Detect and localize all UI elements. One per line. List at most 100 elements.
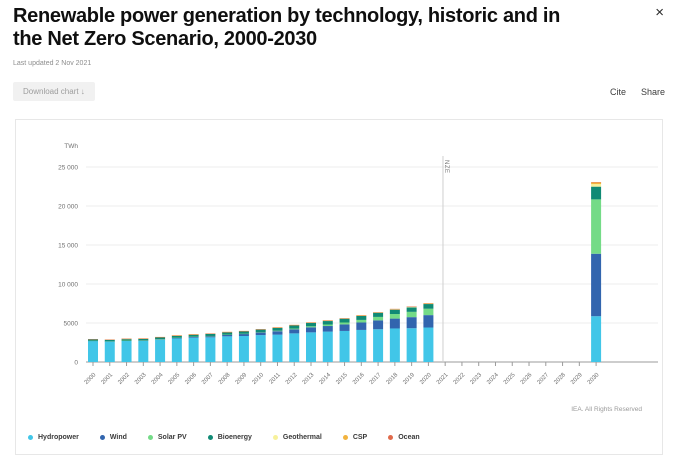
legend-color-dot	[272, 435, 278, 440]
bar-segment	[591, 186, 602, 200]
bar-segment	[104, 341, 115, 362]
stacked-bar-chart: TWh 25 000 20 000 15 000 10 000 5000 0 2000 2001…	[58, 143, 658, 386]
bar-segment	[591, 184, 602, 187]
legend-label: Ocean	[398, 434, 420, 441]
legend-label: Wind	[109, 434, 127, 441]
bar-segment	[272, 331, 283, 335]
bar-segment	[423, 303, 434, 305]
bar-segment	[406, 311, 417, 318]
x-axis-tick-label: 2014	[319, 372, 333, 386]
x-axis-tick-label: 2016	[352, 372, 366, 386]
x-axis-tick-label: 2021	[436, 372, 450, 386]
y-axis-tick-label: 25 000	[58, 165, 78, 172]
cite-link[interactable]: Cite	[609, 87, 626, 97]
bar-segment	[205, 336, 216, 338]
bar-segment	[423, 304, 434, 309]
bar-segment	[306, 323, 317, 327]
bar-segment	[406, 306, 417, 308]
legend-color-dot	[99, 435, 105, 440]
download-chart-button[interactable]: Download chart ↓	[13, 82, 95, 101]
bar-segment	[306, 327, 317, 333]
bar-segment	[339, 322, 350, 325]
bar-segment	[373, 320, 384, 330]
legend-label: Hydropower	[38, 434, 79, 441]
bar-segment	[289, 328, 300, 330]
legend-item-ocean[interactable]: Ocean	[388, 434, 420, 441]
legend-color-dot	[28, 435, 33, 440]
y-axis-tick-label: 20 000	[58, 204, 78, 211]
bar-segment	[171, 338, 182, 362]
bar-segment	[88, 339, 98, 341]
y-axis-tick-label: 15 000	[58, 243, 78, 250]
legend-color-dot	[342, 435, 348, 440]
x-axis-tick-label: 2001	[100, 372, 114, 386]
x-axis-tick-label: 2005	[168, 372, 182, 386]
bar-segment	[205, 337, 216, 362]
y-axis-unit-label: TWh	[64, 143, 78, 150]
bar-segment	[406, 328, 417, 362]
bar-segment	[373, 312, 384, 317]
bar-segment	[373, 329, 384, 362]
bar-segment	[171, 337, 182, 339]
x-axis-tick-label: 2000	[84, 372, 98, 386]
x-axis-tick-label: 2022	[453, 372, 467, 386]
bar-segment	[104, 339, 115, 342]
bar-segment	[423, 308, 434, 316]
x-axis-tick-label: 2006	[184, 372, 198, 386]
bar-segment	[389, 309, 400, 310]
bar-segment	[138, 338, 149, 341]
bar-segment	[171, 335, 182, 338]
x-axis-tick-label: 2007	[201, 372, 215, 386]
bar-segment	[591, 316, 602, 362]
bar-segment	[255, 329, 266, 333]
x-axis-tick-label: 2027	[537, 372, 551, 386]
bar-segment	[272, 334, 283, 362]
close-icon[interactable]: ×	[655, 4, 664, 21]
x-axis-tick-label: 2023	[469, 372, 483, 386]
y-axis-tick-label: 5000	[64, 321, 79, 328]
bar-segment	[238, 331, 249, 334]
x-axis-tick-label: 2004	[151, 372, 165, 386]
chart-card: TWh 25 000 20 000 15 000 10 000 5000 0 2000 2001…	[15, 119, 663, 455]
last-updated-text: Last updated 2 Nov 2021	[13, 60, 92, 67]
scenario-divider-label: NZE	[443, 160, 449, 174]
legend-label: CSP	[352, 434, 368, 441]
x-axis-tick-label: 2024	[486, 372, 500, 386]
legend-item-bioenergy[interactable]: Bioenergy	[207, 434, 252, 441]
x-axis-tick-label: 2003	[134, 372, 148, 386]
bar-segment	[155, 339, 166, 362]
bar-segment	[339, 318, 350, 323]
legend-label: Bioenergy	[217, 434, 252, 441]
legend-item-hydropower[interactable]: Hydropower	[28, 434, 79, 441]
bar-segment	[389, 318, 400, 329]
legend-item-wind[interactable]: Wind	[99, 434, 127, 441]
bar-segment	[255, 332, 266, 336]
bar-segment	[406, 307, 417, 312]
x-axis-tick-label: 2011	[269, 372, 283, 386]
bar-segment	[356, 329, 367, 362]
y-axis-tick-label: 0	[74, 360, 78, 367]
bar-segment	[272, 327, 283, 331]
legend-color-dot	[147, 435, 153, 440]
bar-segment	[238, 336, 249, 362]
legend-item-geothermal[interactable]: Geothermal	[272, 434, 322, 441]
x-axis-tick-label: 2013	[302, 372, 316, 386]
legend-item-csp[interactable]: CSP	[342, 434, 368, 441]
legend-item-solar-pv[interactable]: Solar PV	[147, 434, 187, 441]
legend-label: Geothermal	[282, 434, 322, 441]
bar-segment	[356, 319, 367, 323]
x-axis-tick-label: 2017	[369, 372, 383, 386]
bar-segment	[591, 253, 602, 317]
x-axis-tick-label: 2002	[117, 372, 131, 386]
legend-color-dot	[388, 435, 394, 440]
share-link[interactable]: Share	[640, 87, 665, 97]
bar-segment	[591, 199, 602, 254]
bar-segment	[88, 340, 98, 362]
x-axis-tick-label: 2010	[251, 372, 265, 386]
copyright-text: IEA. All Rights Reserved	[571, 406, 642, 413]
bar-segment	[423, 327, 434, 362]
bar-segment	[306, 326, 317, 328]
page-title: Renewable power generation by technology…	[13, 5, 561, 50]
x-axis-tick-label: 2012	[285, 372, 299, 386]
